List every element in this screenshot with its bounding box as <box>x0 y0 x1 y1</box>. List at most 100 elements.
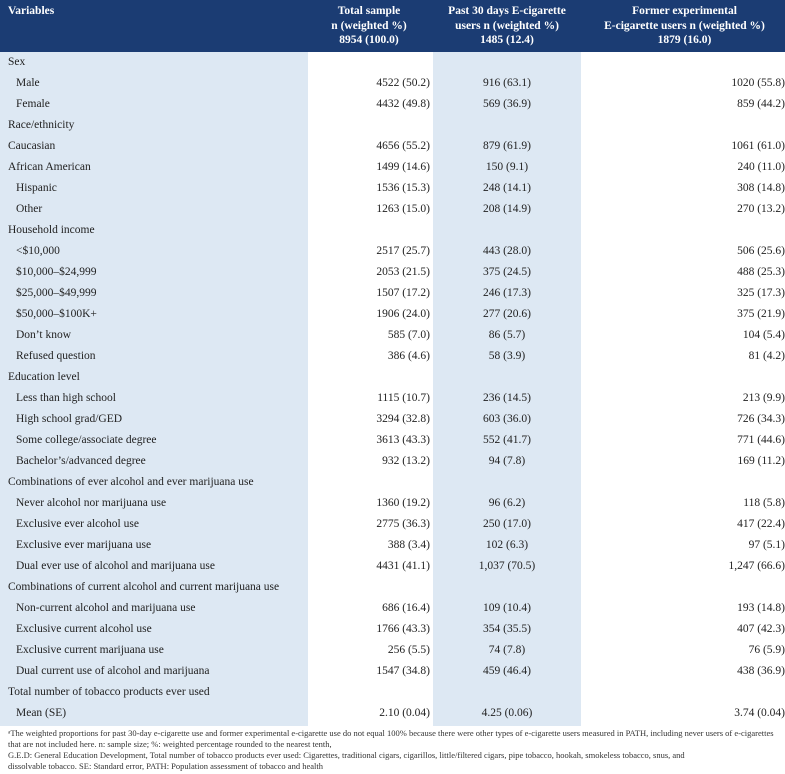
table-row: Male 4522 (50.2) 916 (63.1) 1020 (55.8) <box>0 73 785 94</box>
past-30-days-cell: 354 (35.5) <box>483 623 531 635</box>
former-users-cell: 193 (14.8) <box>737 602 785 614</box>
table-row: $25,000–$49,999 1507 (17.2) 246 (17.3) 325 … <box>0 283 785 304</box>
total-sample-cell: 256 (5.5) <box>387 644 430 656</box>
header-total-sample: Total sample n (weighted %) 8954 (100.0) <box>331 5 407 47</box>
row-label: Caucasian <box>8 140 56 152</box>
row-label: Household income <box>8 224 95 236</box>
total-sample-column-bg <box>308 0 430 726</box>
former-users-cell: 76 (5.9) <box>748 644 785 656</box>
table-row: Dual ever use of alcohol and marijuana u… <box>0 556 785 577</box>
table-row: Exclusive current alcohol use 1766 (43.3)… <box>0 619 785 640</box>
table-row: Don’t know 585 (7.0) 86 (5.7) 104 (5.4) <box>0 325 785 346</box>
row-label: <$10,000 <box>16 245 60 257</box>
total-sample-cell: 1507 (17.2) <box>376 287 430 299</box>
past-30-days-cell: 916 (63.1) <box>483 77 531 89</box>
past-30-days-cell: 208 (14.9) <box>483 203 531 215</box>
column-separator <box>430 0 433 726</box>
former-users-column-bg <box>584 0 785 726</box>
total-sample-cell: 1536 (15.3) <box>376 182 430 194</box>
total-sample-cell: 2.10 (0.04) <box>379 707 430 719</box>
past-30-days-cell: 375 (24.5) <box>483 266 531 278</box>
table-row: Dual current use of alcohol and marijuan… <box>0 661 785 682</box>
section-row: Total number of tobacco products ever us… <box>0 682 785 703</box>
table-row: Exclusive ever marijuana use 388 (3.4) 102… <box>0 535 785 556</box>
footnote: dissolvable tobacco. SE: Standard error,… <box>8 761 323 771</box>
total-sample-cell: 1499 (14.6) <box>376 161 430 173</box>
row-label: Don’t know <box>16 329 72 341</box>
section-row: Race/ethnicity <box>0 115 785 136</box>
row-label: Combinations of current alcohol and curr… <box>8 581 280 593</box>
total-sample-cell: 932 (13.2) <box>382 455 430 467</box>
past-30-days-cell: 236 (14.5) <box>483 392 531 404</box>
row-label: Dual ever use of alcohol and marijuana u… <box>16 560 215 572</box>
row-label: Hispanic <box>16 182 57 194</box>
total-sample-cell: 2775 (36.3) <box>376 518 430 530</box>
past-30-days-cell: 250 (17.0) <box>483 518 531 530</box>
row-label: Less than high school <box>16 392 116 404</box>
footnote: G.E.D: General Education Development, To… <box>8 750 685 760</box>
total-sample-cell: 2053 (21.5) <box>376 266 430 278</box>
total-sample-cell: 686 (16.4) <box>382 602 430 614</box>
table-row: $50,000–$100K+ 1906 (24.0) 277 (20.6) 375 (… <box>0 304 785 325</box>
table-row: Caucasian 4656 (55.2) 879 (61.9) 1061 (61.0… <box>0 136 785 157</box>
table-footnotes: ᵃThe weighted proportions for past 30-da… <box>8 728 783 772</box>
row-label: Refused question <box>16 350 96 362</box>
row-label: $50,000–$100K+ <box>16 308 97 320</box>
former-users-cell: 417 (22.4) <box>737 518 785 530</box>
table-row: <$10,000 2517 (25.7) 443 (28.0) 506 (25.6) <box>0 241 785 262</box>
total-sample-cell: 1115 (10.7) <box>377 392 430 404</box>
row-label: Bachelor’s/advanced degree <box>16 455 146 467</box>
former-users-cell: 81 (4.2) <box>748 350 785 362</box>
total-sample-cell: 3613 (43.3) <box>376 434 430 446</box>
past-30-days-cell: 569 (36.9) <box>483 98 531 110</box>
row-label: Other <box>16 203 43 215</box>
past-30-days-cell: 74 (7.8) <box>488 644 526 656</box>
former-users-cell: 488 (25.3) <box>737 266 785 278</box>
past-30-days-cell: 102 (6.3) <box>485 539 529 551</box>
former-users-cell: 308 (14.8) <box>737 182 785 194</box>
past-30-days-cell: 58 (3.9) <box>488 350 526 362</box>
former-users-cell: 859 (44.2) <box>737 98 785 110</box>
total-sample-cell: 1547 (34.8) <box>376 665 430 677</box>
row-label: Exclusive ever alcohol use <box>16 518 139 530</box>
row-label: Race/ethnicity <box>8 119 75 131</box>
row-label: Sex <box>8 56 26 68</box>
past-30-days-cell: 879 (61.9) <box>483 140 531 152</box>
row-label: $25,000–$49,999 <box>16 287 97 299</box>
total-sample-cell: 386 (4.6) <box>387 350 430 362</box>
past-30-days-cell: 459 (46.4) <box>483 665 531 677</box>
row-label: Exclusive current alcohol use <box>16 623 152 635</box>
table-row: $10,000–$24,999 2053 (21.5) 375 (24.5) 488 … <box>0 262 785 283</box>
total-sample-cell: 1360 (19.2) <box>376 497 430 509</box>
total-sample-cell: 585 (7.0) <box>387 329 430 341</box>
row-label: Education level <box>8 371 80 383</box>
table-row: High school grad/GED 3294 (32.8) 603 (36.0… <box>0 409 785 430</box>
former-users-cell: 270 (13.2) <box>737 203 785 215</box>
past-30-days-cell: 1,037 (70.5) <box>478 560 536 572</box>
section-row: Sex <box>0 52 785 73</box>
row-label: Mean (SE) <box>16 707 67 719</box>
former-users-cell: 3.74 (0.04) <box>734 707 785 719</box>
table-row: Never alcohol nor marijuana use 1360 (19.… <box>0 493 785 514</box>
row-label: Never alcohol nor marijuana use <box>16 497 167 509</box>
total-sample-cell: 1906 (24.0) <box>376 308 430 320</box>
past-30-days-cell: 552 (41.7) <box>483 434 531 446</box>
header-former-users: Former experimental E-cigarette users n (… <box>604 5 765 47</box>
total-sample-cell: 2517 (25.7) <box>376 245 430 257</box>
section-row: Combinations of current alcohol and curr… <box>0 577 785 598</box>
row-label: Some college/associate degree <box>16 434 157 446</box>
row-label: Combinations of ever alcohol and ever ma… <box>8 476 254 488</box>
former-users-cell: 407 (42.3) <box>737 623 785 635</box>
row-label: $10,000–$24,999 <box>16 266 97 278</box>
total-sample-cell: 1263 (15.0) <box>376 203 430 215</box>
past-30-days-cell: 603 (36.0) <box>483 413 531 425</box>
total-sample-cell: 4522 (50.2) <box>376 77 430 89</box>
former-users-cell: 104 (5.4) <box>742 329 785 341</box>
past-30-days-cell: 277 (20.6) <box>483 308 531 320</box>
past-30-days-cell: 4.25 (0.06) <box>481 707 533 719</box>
row-label: African American <box>8 161 91 173</box>
section-row: Combinations of ever alcohol and ever ma… <box>0 472 785 493</box>
former-users-cell: 169 (11.2) <box>737 455 785 467</box>
past-30-days-cell: 150 (9.1) <box>485 161 529 173</box>
